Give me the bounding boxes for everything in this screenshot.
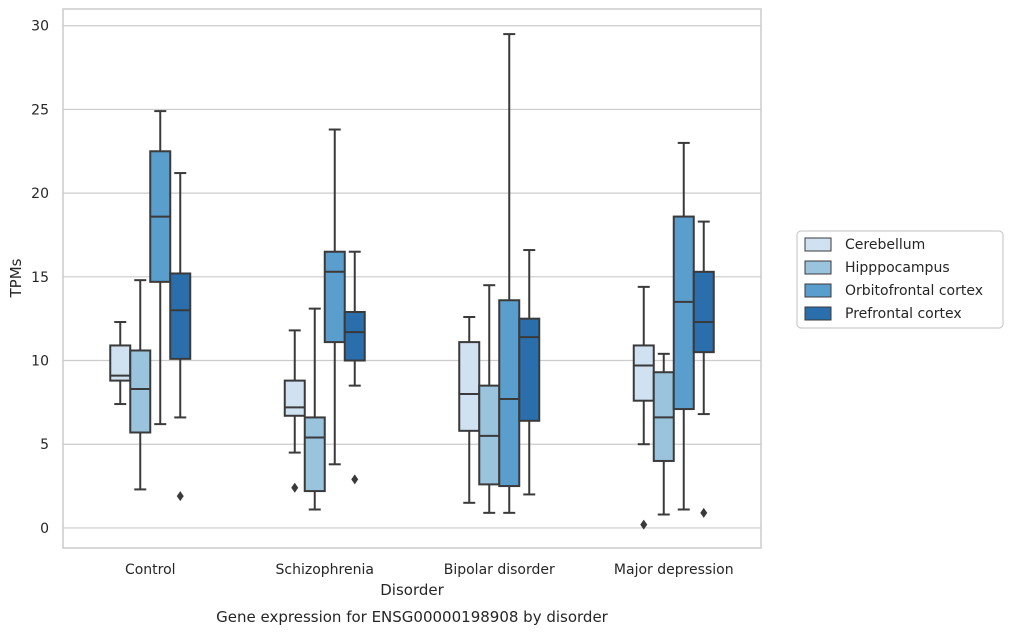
x-axis-ticks: Control Schizophrenia Bipolar disorder Majo… — [125, 562, 734, 578]
box-iqr — [283, 379, 306, 417]
legend-label: Orbitofrontal cortex — [845, 283, 983, 299]
box-plot-item — [283, 329, 306, 493]
box-plot-item — [498, 33, 521, 514]
box-plot-item — [169, 172, 192, 502]
box-iqr — [498, 299, 521, 488]
legend-swatch — [804, 237, 832, 252]
box-plot-item — [129, 279, 152, 491]
legend-label: Cerebellum — [845, 237, 925, 253]
y-tick-label: 30 — [31, 19, 49, 35]
legend-frame — [796, 230, 1004, 329]
outlier-point — [291, 482, 299, 493]
box-iqr — [672, 215, 695, 411]
y-tick-label: 25 — [31, 102, 49, 118]
box-plot-item — [632, 285, 655, 530]
x-tick-label: Schizophrenia — [276, 562, 374, 578]
box-plot-item — [149, 110, 172, 426]
legend: Cerebellum Hipppocampus Orbitofrontal cort… — [796, 230, 1004, 329]
box-series — [109, 33, 715, 530]
box-iqr — [169, 272, 192, 360]
x-axis-title: Disorder — [380, 581, 444, 599]
y-axis-title: TPMs — [7, 258, 25, 298]
box-iqr — [323, 250, 346, 344]
box-iqr — [692, 270, 715, 354]
legend-item: Orbitofrontal cortex — [804, 283, 983, 299]
box-iqr — [303, 416, 326, 493]
outlier-point — [700, 507, 708, 518]
box-plot-item — [672, 141, 695, 511]
outlier-point — [351, 474, 359, 485]
box-plot-item — [109, 321, 132, 406]
legend-swatch — [804, 306, 832, 321]
chart-caption: Gene expression for ENSG00000198908 by d… — [216, 608, 609, 626]
box-iqr — [343, 310, 366, 362]
x-tick-label: Bipolar disorder — [444, 562, 555, 578]
box-plot-item — [518, 249, 541, 496]
x-tick-label: Major depression — [614, 562, 734, 578]
legend-label: Hipppocampus — [845, 260, 950, 276]
legend-item: Hipppocampus — [804, 260, 950, 276]
series-prefrontal-cortex — [169, 172, 715, 518]
box-plot-item — [323, 128, 346, 466]
series-cerebellum — [109, 285, 655, 530]
box-iqr — [129, 349, 152, 434]
y-tick-label: 0 — [40, 521, 49, 537]
legend-label: Prefrontal cortex — [845, 306, 962, 322]
box-plot-item — [458, 316, 481, 504]
outlier-point — [640, 519, 648, 530]
box-plot-item — [343, 250, 366, 485]
box-plot-item — [478, 284, 501, 514]
box-plot-item — [303, 307, 326, 511]
y-tick-label: 5 — [40, 437, 49, 453]
box-plot-item — [652, 352, 675, 516]
y-tick-label: 10 — [31, 354, 49, 370]
x-tick-label: Control — [125, 562, 176, 578]
outlier-point — [176, 491, 184, 502]
box-iqr — [458, 341, 481, 432]
box-iqr — [518, 317, 541, 422]
box-iqr — [632, 344, 655, 402]
y-tick-label: 15 — [31, 270, 49, 286]
legend-item: Prefrontal cortex — [804, 306, 962, 322]
box-plot-item — [692, 220, 715, 518]
series-orbitofrontal-cortex — [149, 33, 695, 514]
y-tick-label: 20 — [31, 186, 49, 202]
legend-swatch — [804, 260, 832, 275]
legend-item: Cerebellum — [804, 237, 925, 253]
legend-swatch — [804, 283, 832, 298]
series-hipppocampus — [129, 279, 675, 516]
plot-frame — [62, 8, 762, 549]
y-axis-ticks: 0 5 10 15 20 25 30 — [31, 19, 49, 537]
